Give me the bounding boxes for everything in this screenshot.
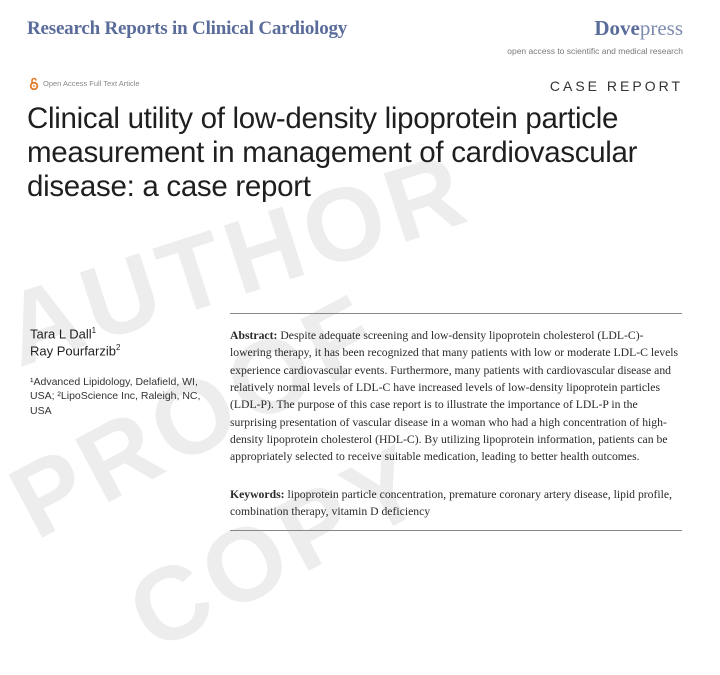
keywords: Keywords: lipoprotein particle concentra… xyxy=(230,486,682,521)
author-list: Tara L Dall1 Ray Pourfarzib2 xyxy=(30,326,120,360)
keywords-text: lipoprotein particle concentration, prem… xyxy=(230,488,673,519)
keywords-label: Keywords: xyxy=(230,488,285,501)
publisher-name-light: press xyxy=(639,16,683,40)
abstract-label: Abstract: xyxy=(230,329,278,342)
publisher-logo: Dovepress xyxy=(594,16,683,41)
article-type: CASE REPORT xyxy=(549,78,683,94)
author-1-name: Tara L Dall xyxy=(30,326,92,342)
publisher-name-bold: Dove xyxy=(594,16,640,40)
open-access-lock-icon xyxy=(29,77,39,90)
author-1: Tara L Dall1 xyxy=(30,326,120,343)
open-access-line: Open Access Full Text Article xyxy=(29,77,140,90)
publisher-tagline: open access to scientific and medical re… xyxy=(507,46,683,56)
author-2-name: Ray Pourfarzib xyxy=(30,343,116,359)
bottom-divider xyxy=(230,530,682,531)
author-1-affil-mark: 1 xyxy=(91,326,97,335)
article-title: Clinical utility of low-density lipoprot… xyxy=(27,102,638,204)
abstract: Abstract: Despite adequate screening and… xyxy=(230,327,682,466)
open-access-label: Open Access Full Text Article xyxy=(43,79,140,88)
abstract-text: Despite adequate screening and low-densi… xyxy=(230,329,679,464)
journal-name: Research Reports in Clinical Cardiology xyxy=(27,18,348,39)
author-2-affil-mark: 2 xyxy=(115,343,121,353)
author-2: Ray Pourfarzib2 xyxy=(30,343,120,360)
top-divider xyxy=(230,313,682,314)
author-affiliations: ¹Advanced Lipidology, Delafield, WI, USA… xyxy=(30,376,201,417)
